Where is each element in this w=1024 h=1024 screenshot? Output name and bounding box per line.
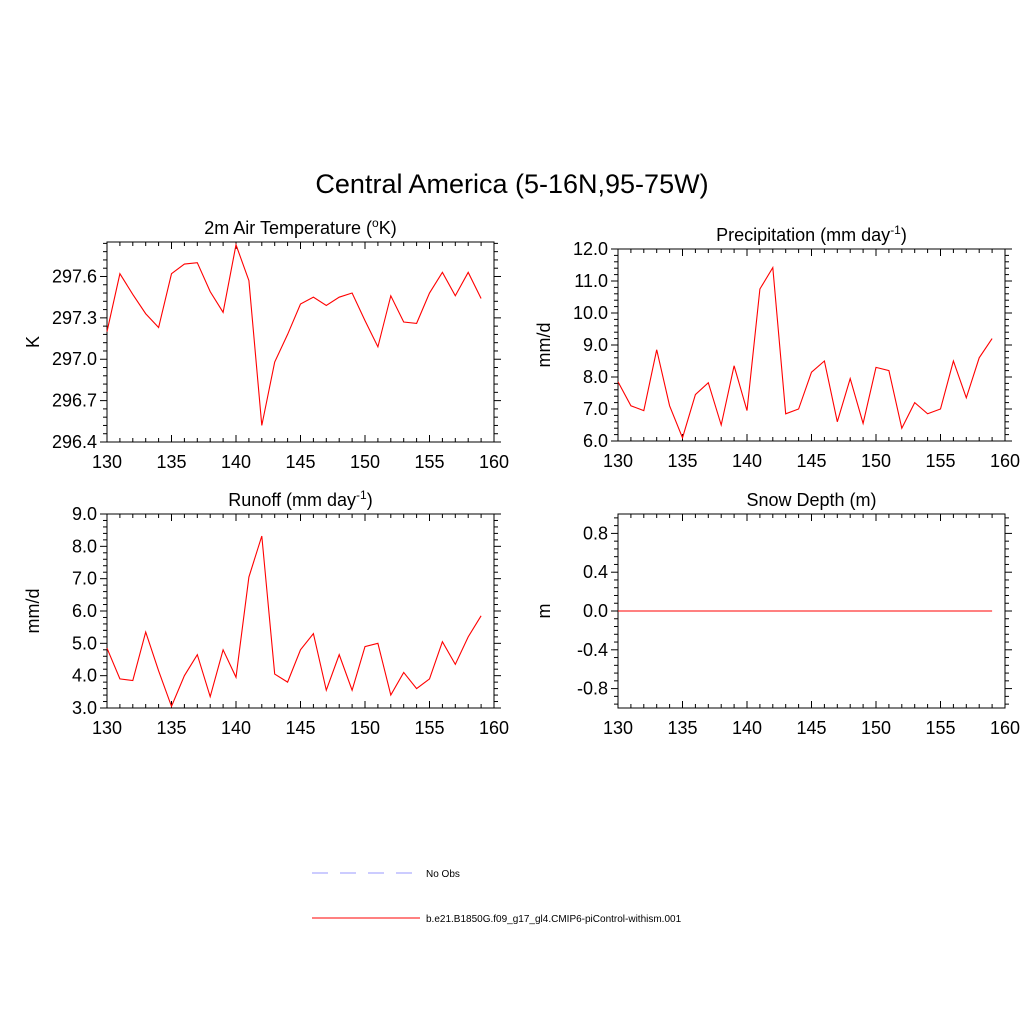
y-tick-label-runoff: 5.0	[72, 633, 97, 653]
x-tick-label-temperature: 135	[156, 452, 186, 472]
x-tick-label-snow-depth: 135	[667, 718, 697, 738]
series-line-precipitation	[617, 265, 993, 440]
x-tick-label-runoff: 160	[479, 718, 509, 738]
x-tick-label-temperature: 145	[285, 452, 315, 472]
y-tick-label-snow-depth: 0.8	[583, 523, 608, 543]
x-tick-label-runoff: 130	[92, 718, 122, 738]
x-tick-label-snow-depth: 140	[732, 718, 762, 738]
x-tick-label-snow-depth: 130	[603, 718, 633, 738]
y-tick-label-precipitation: 9.0	[583, 335, 608, 355]
y-tick-label-precipitation: 11.0	[574, 271, 608, 291]
y-tick-label-precipitation: 12.0	[573, 239, 608, 259]
panel-title-precipitation: Precipitation (mm day-1)	[716, 223, 907, 245]
x-tick-label-temperature: 160	[479, 452, 509, 472]
y-tick-label-temperature: 297.6	[52, 266, 97, 286]
y-axis-label-snow-depth: m	[534, 604, 554, 619]
y-tick-label-temperature: 296.7	[52, 391, 97, 411]
y-tick-label-runoff: 6.0	[72, 601, 97, 621]
x-tick-label-precipitation: 145	[796, 451, 826, 471]
panel-title-snow-depth: Snow Depth (m)	[746, 490, 876, 510]
panel-precipitation: Precipitation (mm day-1) mm/d 130 135 140 145…	[534, 223, 1020, 471]
x-tick-label-precipitation: 160	[990, 451, 1020, 471]
x-tick-label-temperature: 150	[350, 452, 380, 472]
x-tick-label-runoff: 145	[285, 718, 315, 738]
panels-group: 2m Air Temperature (oK) K 130 135 140 145 150 1…	[23, 216, 1020, 738]
x-tick-label-temperature: 140	[221, 452, 251, 472]
x-tick-label-temperature: 155	[414, 452, 444, 472]
legend-label-model-run: b.e21.B1850G.f09_g17_gl4.CMIP6-piControl…	[426, 914, 682, 925]
x-tick-label-runoff: 135	[156, 718, 186, 738]
x-tick-label-temperature: 130	[92, 452, 122, 472]
y-tick-label-precipitation: 6.0	[583, 431, 608, 451]
y-tick-label-precipitation: 10.0	[573, 303, 608, 323]
x-tick-label-precipitation: 130	[603, 451, 633, 471]
panel-snow-depth: Snow Depth (m) m 130 135 140 145 150 155 160 -0.8…	[534, 490, 1020, 738]
figure-title: Central America (5-16N,95-75W)	[315, 169, 708, 199]
x-tick-label-runoff: 150	[350, 718, 380, 738]
y-tick-label-temperature: 297.0	[52, 349, 97, 369]
panel-title-temperature: 2m Air Temperature (oK)	[204, 216, 396, 238]
x-tick-label-precipitation: 135	[667, 451, 697, 471]
plot-frame-precipitation	[617, 248, 1006, 442]
y-tick-label-runoff: 3.0	[72, 698, 97, 718]
x-tick-label-snow-depth: 155	[925, 718, 955, 738]
y-tick-label-runoff: 7.0	[72, 569, 97, 589]
x-tick-label-snow-depth: 145	[796, 718, 826, 738]
x-tick-label-precipitation: 155	[925, 451, 955, 471]
y-tick-label-runoff: 4.0	[72, 666, 97, 686]
x-tick-label-precipitation: 150	[861, 451, 891, 471]
y-tick-label-precipitation: 8.0	[583, 367, 608, 387]
y-axis-label-temperature: K	[23, 336, 43, 348]
series-line-runoff	[106, 535, 482, 708]
legend-item-no-obs: No Obs	[312, 869, 460, 880]
y-axis-label-precipitation: mm/d	[534, 323, 554, 368]
series-line-temperature	[106, 242, 482, 426]
y-tick-label-runoff: 8.0	[72, 536, 97, 556]
legend-item-model-run: b.e21.B1850G.f09_g17_gl4.CMIP6-piControl…	[312, 914, 682, 925]
plot-frame-temperature	[106, 241, 495, 443]
y-tick-label-snow-depth: -0.8	[577, 679, 608, 699]
panel-title-runoff: Runoff (mm day-1)	[228, 488, 372, 510]
y-tick-label-snow-depth: 0.0	[583, 601, 608, 621]
legend-label-no-obs: No Obs	[426, 869, 460, 880]
y-axis-label-runoff: mm/d	[23, 589, 43, 634]
y-tick-label-runoff: 9.0	[72, 504, 97, 524]
panel-temperature: 2m Air Temperature (oK) K 130 135 140 145 150 1…	[23, 216, 509, 472]
y-tick-label-snow-depth: -0.4	[577, 640, 608, 660]
y-tick-label-temperature: 296.4	[52, 432, 97, 452]
legend: No Obs b.e21.B1850G.f09_g17_gl4.CMIP6-pi…	[312, 869, 682, 925]
plot-frame-runoff	[106, 513, 495, 709]
x-tick-label-runoff: 140	[221, 718, 251, 738]
panel-runoff: Runoff (mm day-1) mm/d 130 135 140 145 150 155 1…	[23, 488, 509, 738]
y-tick-label-snow-depth: 0.4	[583, 562, 608, 582]
x-tick-label-precipitation: 140	[732, 451, 762, 471]
y-tick-label-temperature: 297.3	[52, 308, 97, 328]
y-tick-label-precipitation: 7.0	[583, 399, 608, 419]
x-tick-label-snow-depth: 150	[861, 718, 891, 738]
x-tick-label-snow-depth: 160	[990, 718, 1020, 738]
x-tick-label-runoff: 155	[414, 718, 444, 738]
